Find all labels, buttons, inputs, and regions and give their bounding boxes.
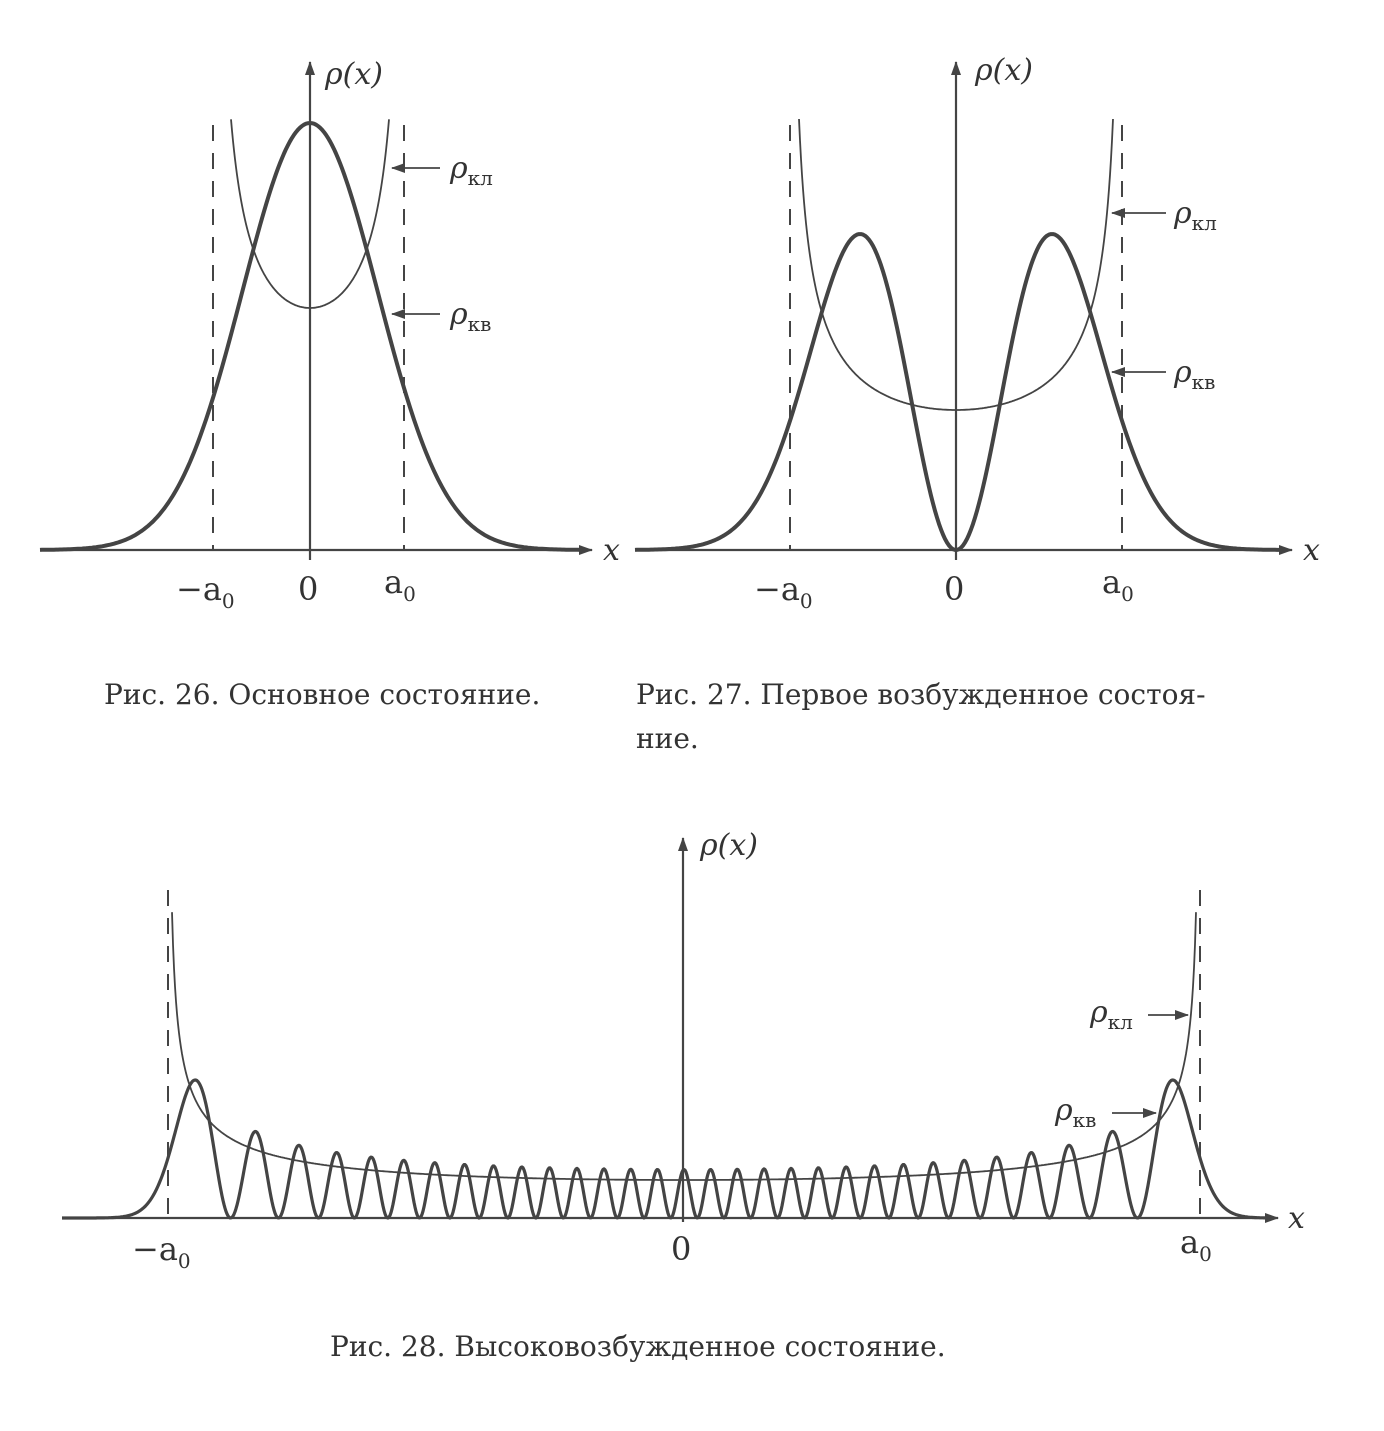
fig26-x-label: x xyxy=(603,533,620,568)
fig27-x-label: x xyxy=(1303,533,1320,568)
fig26-kv-label: ρкв xyxy=(449,297,491,336)
fig27-kl-label: ρкл xyxy=(1173,196,1217,235)
figure-27: ρ(x) x −a0 0 a0 ρкл ρкв xyxy=(634,53,1320,613)
fig27-classical-curve xyxy=(798,118,1114,411)
fig26-classical-curve xyxy=(230,119,390,309)
figure-26: ρ(x) x −a0 0 a0 ρкл ρкв xyxy=(39,57,620,613)
fig26-quantum-curve xyxy=(39,121,584,552)
fig26-y-label: ρ(x) xyxy=(324,57,383,92)
fig28-tick-zero: 0 xyxy=(671,1230,691,1268)
fig28-quantum-curve xyxy=(61,1078,1271,1220)
fig26-tick-neg-a0: −a0 xyxy=(176,570,235,613)
fig28-y-label: ρ(x) xyxy=(699,828,758,863)
fig28-tick-a0: a0 xyxy=(1180,1223,1212,1266)
fig28-tick-neg-a0: −a0 xyxy=(132,1230,191,1273)
fig28-kl-label: ρкл xyxy=(1089,995,1133,1034)
fig27-tick-neg-a0: −a0 xyxy=(754,570,813,613)
figure-28: ρ(x) x −a0 0 a0 ρкл ρкв xyxy=(61,828,1305,1273)
fig27-caption-line1: Рис. 27. Первое возбужденное состоя- xyxy=(636,678,1206,711)
fig27-y-label: ρ(x) xyxy=(974,53,1033,88)
fig27-caption-line2: ние. xyxy=(636,722,699,755)
fig28-caption: Рис. 28. Высоковозбужденное состояние. xyxy=(330,1330,946,1363)
fig27-quantum-curve xyxy=(634,232,1285,552)
fig28-x-label: x xyxy=(1288,1201,1305,1236)
fig26-kl-label: ρкл xyxy=(449,151,493,190)
fig26-tick-a0: a0 xyxy=(384,563,416,606)
fig27-tick-a0: a0 xyxy=(1102,563,1134,606)
fig27-kv-label: ρкв xyxy=(1173,355,1215,394)
fig26-tick-zero: 0 xyxy=(298,570,318,608)
fig28-kv-label: ρкв xyxy=(1054,1093,1096,1132)
fig27-tick-zero: 0 xyxy=(944,570,964,608)
fig26-caption: Рис. 26. Основное состояние. xyxy=(104,678,541,711)
